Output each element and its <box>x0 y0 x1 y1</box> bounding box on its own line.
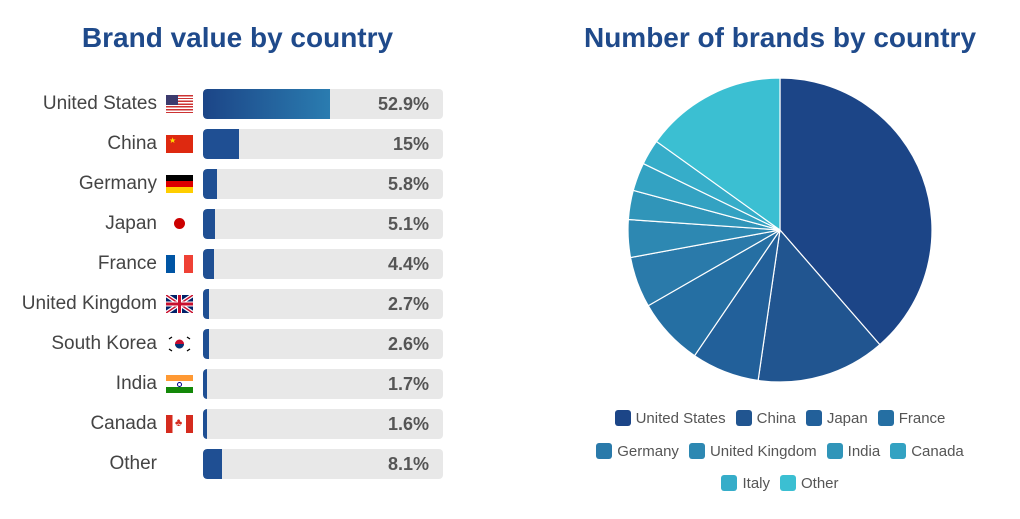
bar-label: China <box>107 133 157 154</box>
bar-label: United Kingdom <box>21 293 157 314</box>
legend-item[interactable]: China <box>735 410 796 427</box>
legend-label: France <box>898 410 946 427</box>
bar-label: South Korea <box>51 333 157 354</box>
legend-row: Italy Other <box>520 475 1020 492</box>
bar-value-label: 5.8% <box>387 174 429 194</box>
bar-row: United Kingdom 2.7% <box>0 289 445 319</box>
bar-track: 5.1% <box>203 209 443 239</box>
bar-label: India <box>115 373 157 394</box>
bar-track: 4.4% <box>203 249 443 279</box>
legend-label: Other <box>801 475 839 492</box>
bar-row: Japan 5.1% <box>0 209 445 239</box>
legend-item[interactable]: France <box>877 410 946 427</box>
legend-swatch <box>780 475 796 491</box>
flag-cn-icon: ★ <box>166 135 193 153</box>
bar-track: 1.6% <box>203 409 443 439</box>
bar-track: 52.9% <box>203 89 443 119</box>
bar-label: United States <box>42 93 157 114</box>
flag-fr-icon <box>166 255 193 273</box>
bar-track: 15% <box>203 129 443 159</box>
flag-kr-icon <box>166 335 193 353</box>
bar <box>203 129 239 159</box>
legend-label: China <box>756 410 796 427</box>
legend-label: United States <box>635 410 726 427</box>
bar-row: France 4.4% <box>0 249 445 279</box>
bar-label: Germany <box>78 173 157 194</box>
bar-value-label: 2.7% <box>387 294 429 314</box>
bar-row: South Korea 2.6% <box>0 329 445 359</box>
bar-label: Japan <box>105 213 157 234</box>
bar-value-label: 15% <box>392 134 429 154</box>
bar-value-label: 5.1% <box>387 214 429 234</box>
flag-in-icon <box>166 375 193 393</box>
legend-item[interactable]: United Kingdom <box>688 443 817 460</box>
legend-swatch <box>721 475 738 491</box>
legend-row: Germany United Kingdom India Canada <box>520 443 1020 460</box>
legend-swatch <box>614 410 631 426</box>
bar-label: France <box>97 253 157 274</box>
bar-value-label: 2.6% <box>387 334 429 354</box>
pie-slice-other <box>655 77 781 232</box>
bar-row: India 1.7% <box>0 369 445 399</box>
bar <box>203 209 216 239</box>
bar-row: Germany 5.8% <box>0 169 445 199</box>
legend-label: Japan <box>826 410 868 427</box>
legend-item[interactable]: Germany <box>596 443 679 460</box>
brand-count-pie-chart <box>627 77 933 383</box>
legend-item[interactable]: Japan <box>805 410 868 427</box>
bar <box>203 409 207 439</box>
bar-track: 1.7% <box>203 369 443 399</box>
legend-swatch <box>688 443 705 459</box>
bar-track: 2.6% <box>203 329 443 359</box>
pie-slice-china <box>757 228 881 383</box>
pie-slice-united-states <box>779 77 933 346</box>
bar <box>203 89 330 119</box>
bar <box>203 289 210 319</box>
flag-gb-icon <box>166 295 193 313</box>
bar-row: China ★ 15% <box>0 129 445 159</box>
bar-label: Canada <box>90 413 157 434</box>
brand-value-title: Brand value by country <box>81 22 394 53</box>
bar-row: United States 52.9% <box>0 89 445 119</box>
legend-swatch <box>877 410 894 426</box>
legend-item[interactable]: India <box>826 443 881 460</box>
bar-track: 8.1% <box>203 449 443 479</box>
bar-track: 2.7% <box>203 289 443 319</box>
legend-row: United States China Japan France <box>520 410 1020 427</box>
flag-jp-icon <box>166 215 193 233</box>
flag-us-icon <box>166 95 193 113</box>
legend-swatch <box>596 443 613 459</box>
bar-value-label: 8.1% <box>387 454 429 474</box>
bar <box>203 249 214 279</box>
bar <box>203 329 210 359</box>
bar <box>203 169 217 199</box>
bar <box>203 369 208 399</box>
legend-item[interactable]: United States <box>614 410 726 427</box>
legend-swatch <box>826 443 843 459</box>
legend-label: India <box>847 443 881 460</box>
bar-value-label: 52.9% <box>377 94 429 114</box>
legend-swatch <box>805 410 822 426</box>
legend-swatch <box>890 443 907 459</box>
legend-item[interactable]: Italy <box>721 475 770 492</box>
legend-label: Canada <box>911 443 964 460</box>
bar-track: 5.8% <box>203 169 443 199</box>
bar <box>203 449 223 479</box>
legend-label: Italy <box>742 475 770 492</box>
legend-swatch <box>735 410 752 426</box>
legend-label: United Kingdom <box>709 443 817 460</box>
flag-de-icon <box>166 175 193 193</box>
bar-label: Other <box>109 453 157 474</box>
legend-label: Germany <box>617 443 679 460</box>
bar-row: Canada ♣ 1.6% <box>0 409 445 439</box>
bar-value-label: 1.6% <box>387 414 429 434</box>
legend-item[interactable]: Canada <box>890 443 964 460</box>
brand-count-title: Number of brands by country <box>583 22 977 53</box>
bar-row: Other 8.1% <box>0 449 445 479</box>
flag-ca-icon: ♣ <box>166 415 193 433</box>
legend-item[interactable]: Other <box>780 475 839 492</box>
bar-value-label: 1.7% <box>387 374 429 394</box>
bar-value-label: 4.4% <box>387 254 429 274</box>
